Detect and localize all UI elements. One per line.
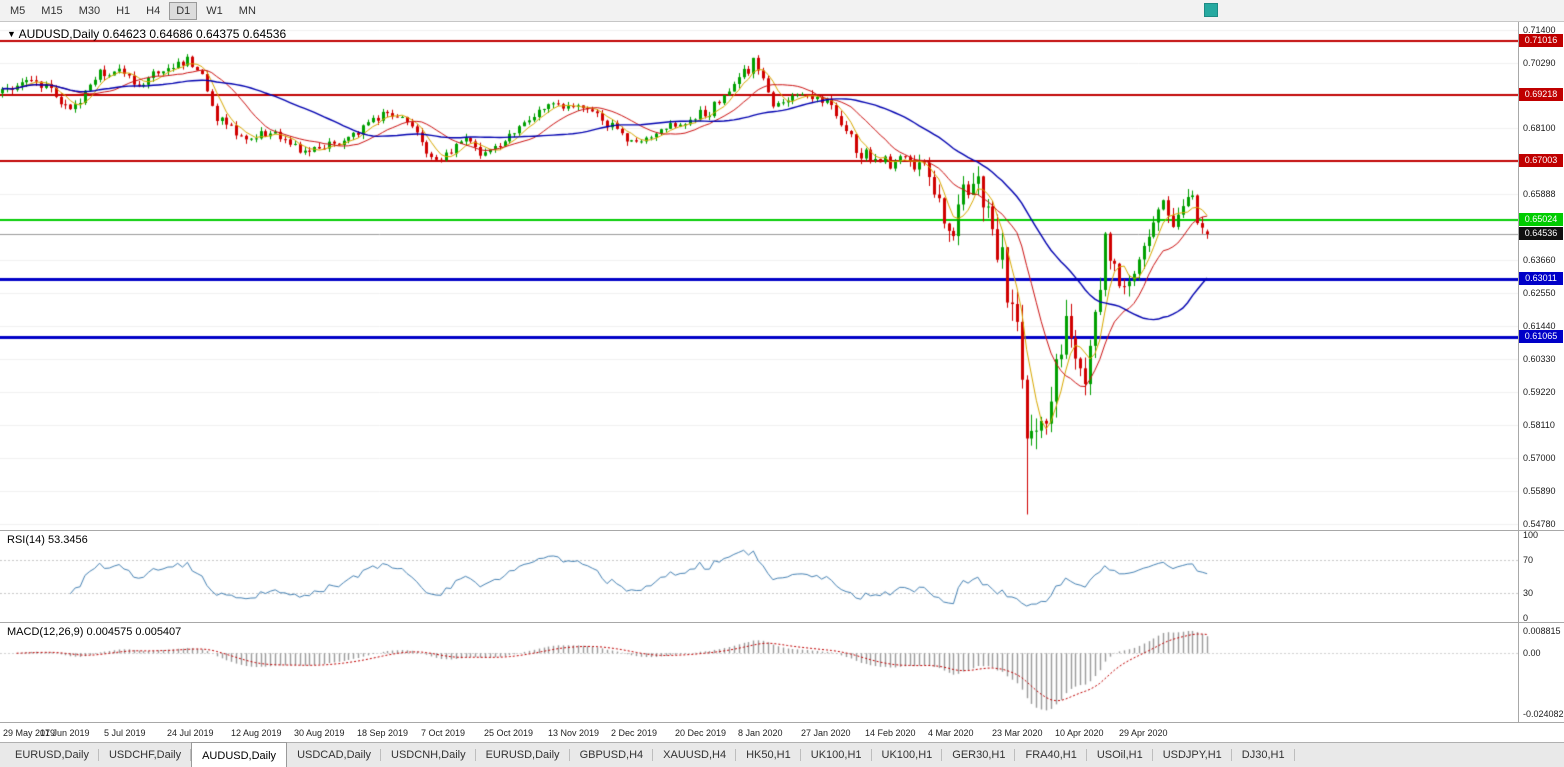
date-tick-label: 29 May 2019 — [3, 728, 56, 738]
price-tick-label: 0.59220 — [1523, 387, 1556, 397]
timeframe-button-m5[interactable]: M5 — [10, 4, 26, 17]
collapse-marker-icon[interactable]: ▼ — [7, 29, 16, 39]
price-tick-label: 0.71400 — [1523, 25, 1556, 35]
symbol-tab-uk100-h1[interactable]: UK100,H1 — [801, 743, 872, 767]
symbol-tab-xauusd-h4[interactable]: XAUUSD,H4 — [653, 743, 737, 767]
price-tick-label: 0.58110 — [1523, 420, 1555, 430]
symbol-tab-usdcad-daily[interactable]: USDCAD,Daily — [287, 743, 382, 767]
symbol-tab-usdcnh-daily[interactable]: USDCNH,Daily — [381, 743, 476, 767]
current-price-badge: 0.64536 — [1519, 227, 1563, 240]
price-tick-label: 0.54780 — [1523, 519, 1556, 529]
price-level-badge: 0.69218 — [1519, 88, 1563, 101]
chart-ohlc-values: 0.64623 0.64686 0.64375 0.64536 — [102, 27, 287, 41]
price-tick-label: 0.55890 — [1523, 486, 1556, 496]
chart-title: ▼ AUDUSD,Daily 0.64623 0.64686 0.64375 0… — [7, 27, 286, 41]
price-tick-label: 0.57000 — [1523, 453, 1556, 463]
macd-indicator-label: MACD(12,26,9) 0.004575 0.005407 — [7, 626, 182, 638]
date-tick-label: 12 Aug 2019 — [231, 728, 282, 738]
date-tick-label: 20 Dec 2019 — [675, 728, 727, 738]
chart-symbol-label: AUDUSD,Daily — [18, 27, 100, 41]
symbol-tab-eurusd-daily[interactable]: EURUSD,Daily — [476, 743, 570, 767]
date-tick-label: 14 Feb 2020 — [865, 728, 916, 738]
panel-separator[interactable] — [0, 530, 1564, 531]
date-tick-label: 17 Jun 2019 — [40, 728, 90, 738]
rsi-tick-label: 0 — [1523, 613, 1529, 623]
price-level-badge: 0.65024 — [1519, 213, 1563, 226]
price-level-badge: 0.71016 — [1519, 34, 1563, 47]
price-tick-label: 0.68100 — [1523, 123, 1556, 133]
timeframe-button-h4[interactable]: H4 — [146, 4, 161, 17]
symbol-tabbar: EURUSD,Daily USDCHF,Daily AUDUSD,Daily USDC… — [0, 742, 1564, 767]
rsi-tick-label: 70 — [1523, 555, 1534, 565]
symbol-tab-fra40-h1[interactable]: FRA40,H1 — [1015, 743, 1088, 767]
symbol-tab-hk50-h1[interactable]: HK50,H1 — [736, 743, 801, 767]
teal-swatch-icon[interactable] — [1204, 3, 1218, 17]
symbol-tab-uk100-h1[interactable]: UK100,H1 — [872, 743, 943, 767]
timeframe-button-mn[interactable]: MN — [238, 4, 256, 17]
timeframe-button-d1[interactable]: D1 — [169, 1, 198, 20]
rsi-canvas[interactable] — [0, 531, 1518, 622]
date-tick-label: 7 Oct 2019 — [421, 728, 466, 738]
date-tick-label: 8 Jan 2020 — [738, 728, 783, 738]
price-level-badge: 0.61065 — [1519, 330, 1563, 343]
rsi-tick-label: 100 — [1523, 530, 1539, 540]
date-tick-label: 2 Dec 2019 — [611, 728, 658, 738]
date-tick-label: 23 Mar 2020 — [992, 728, 1043, 738]
date-tick-label: 24 Jul 2019 — [167, 728, 214, 738]
symbol-tab-usoil-h1[interactable]: USOil,H1 — [1087, 743, 1153, 767]
price-tick-label: 0.63660 — [1523, 255, 1556, 265]
date-tick-label: 30 Aug 2019 — [294, 728, 345, 738]
symbol-tab-ger30-h1[interactable]: GER30,H1 — [942, 743, 1016, 767]
symbol-tab-eurusd-daily[interactable]: EURUSD,Daily — [5, 743, 99, 767]
symbol-tab-usdchf-daily[interactable]: USDCHF,Daily — [99, 743, 192, 767]
price-axis-border — [1518, 22, 1519, 723]
price-tick-label: 0.61440 — [1523, 321, 1556, 331]
main-chart-canvas[interactable] — [0, 22, 1518, 530]
date-tick-label: 13 Nov 2019 — [548, 728, 600, 738]
date-tick-label: 25 Oct 2019 — [484, 728, 534, 738]
panel-separator — [0, 722, 1564, 723]
date-tick-label: 27 Jan 2020 — [801, 728, 851, 738]
date-tick-label: 5 Jul 2019 — [104, 728, 146, 738]
date-tick-label: 10 Apr 2020 — [1055, 728, 1104, 738]
price-tick-label: 0.60330 — [1523, 354, 1556, 364]
panel-separator[interactable] — [0, 622, 1564, 623]
symbol-tab-audusd-daily[interactable]: AUDUSD,Daily — [191, 742, 288, 767]
rsi-indicator-label: RSI(14) 53.3456 — [7, 534, 88, 546]
chart-window: ▼ AUDUSD,Daily 0.64623 0.64686 0.64375 0… — [0, 22, 1564, 742]
price-tick-label: 0.70290 — [1523, 58, 1556, 68]
macd-tick-label: -0.024082 — [1523, 709, 1564, 719]
symbol-tab-usdjpy-h1[interactable]: USDJPY,H1 — [1153, 743, 1232, 767]
price-tick-label: 0.65888 — [1523, 189, 1556, 199]
date-tick-label: 18 Sep 2019 — [357, 728, 409, 738]
date-tick-label: 29 Apr 2020 — [1119, 728, 1168, 738]
macd-tick-label: 0.008815 — [1523, 626, 1561, 636]
price-axis[interactable]: 0.71400 0.70290 0.68100 0.65888 0.63660 0.625… — [1519, 22, 1564, 742]
macd-canvas[interactable] — [0, 623, 1518, 722]
date-tick-label: 4 Mar 2020 — [928, 728, 974, 738]
symbol-tab-gbpusd-h4[interactable]: GBPUSD,H4 — [570, 743, 654, 767]
price-tick-label: 0.62550 — [1523, 288, 1556, 298]
timeframe-button-m15[interactable]: M15 — [41, 4, 63, 17]
timeframe-toolbar: M5 M15 M30 H1 H4 D1 W1 MN — [0, 0, 1564, 22]
timeframe-button-w1[interactable]: W1 — [206, 4, 223, 17]
symbol-tab-dj30-h1[interactable]: DJ30,H1 — [1232, 743, 1295, 767]
rsi-tick-label: 30 — [1523, 588, 1534, 598]
timeframe-button-m30[interactable]: M30 — [78, 4, 101, 17]
macd-tick-label: 0.00 — [1523, 648, 1541, 658]
price-level-badge: 0.63011 — [1519, 272, 1563, 285]
timeframe-button-h1[interactable]: H1 — [116, 4, 131, 17]
price-level-badge: 0.67003 — [1519, 154, 1563, 167]
